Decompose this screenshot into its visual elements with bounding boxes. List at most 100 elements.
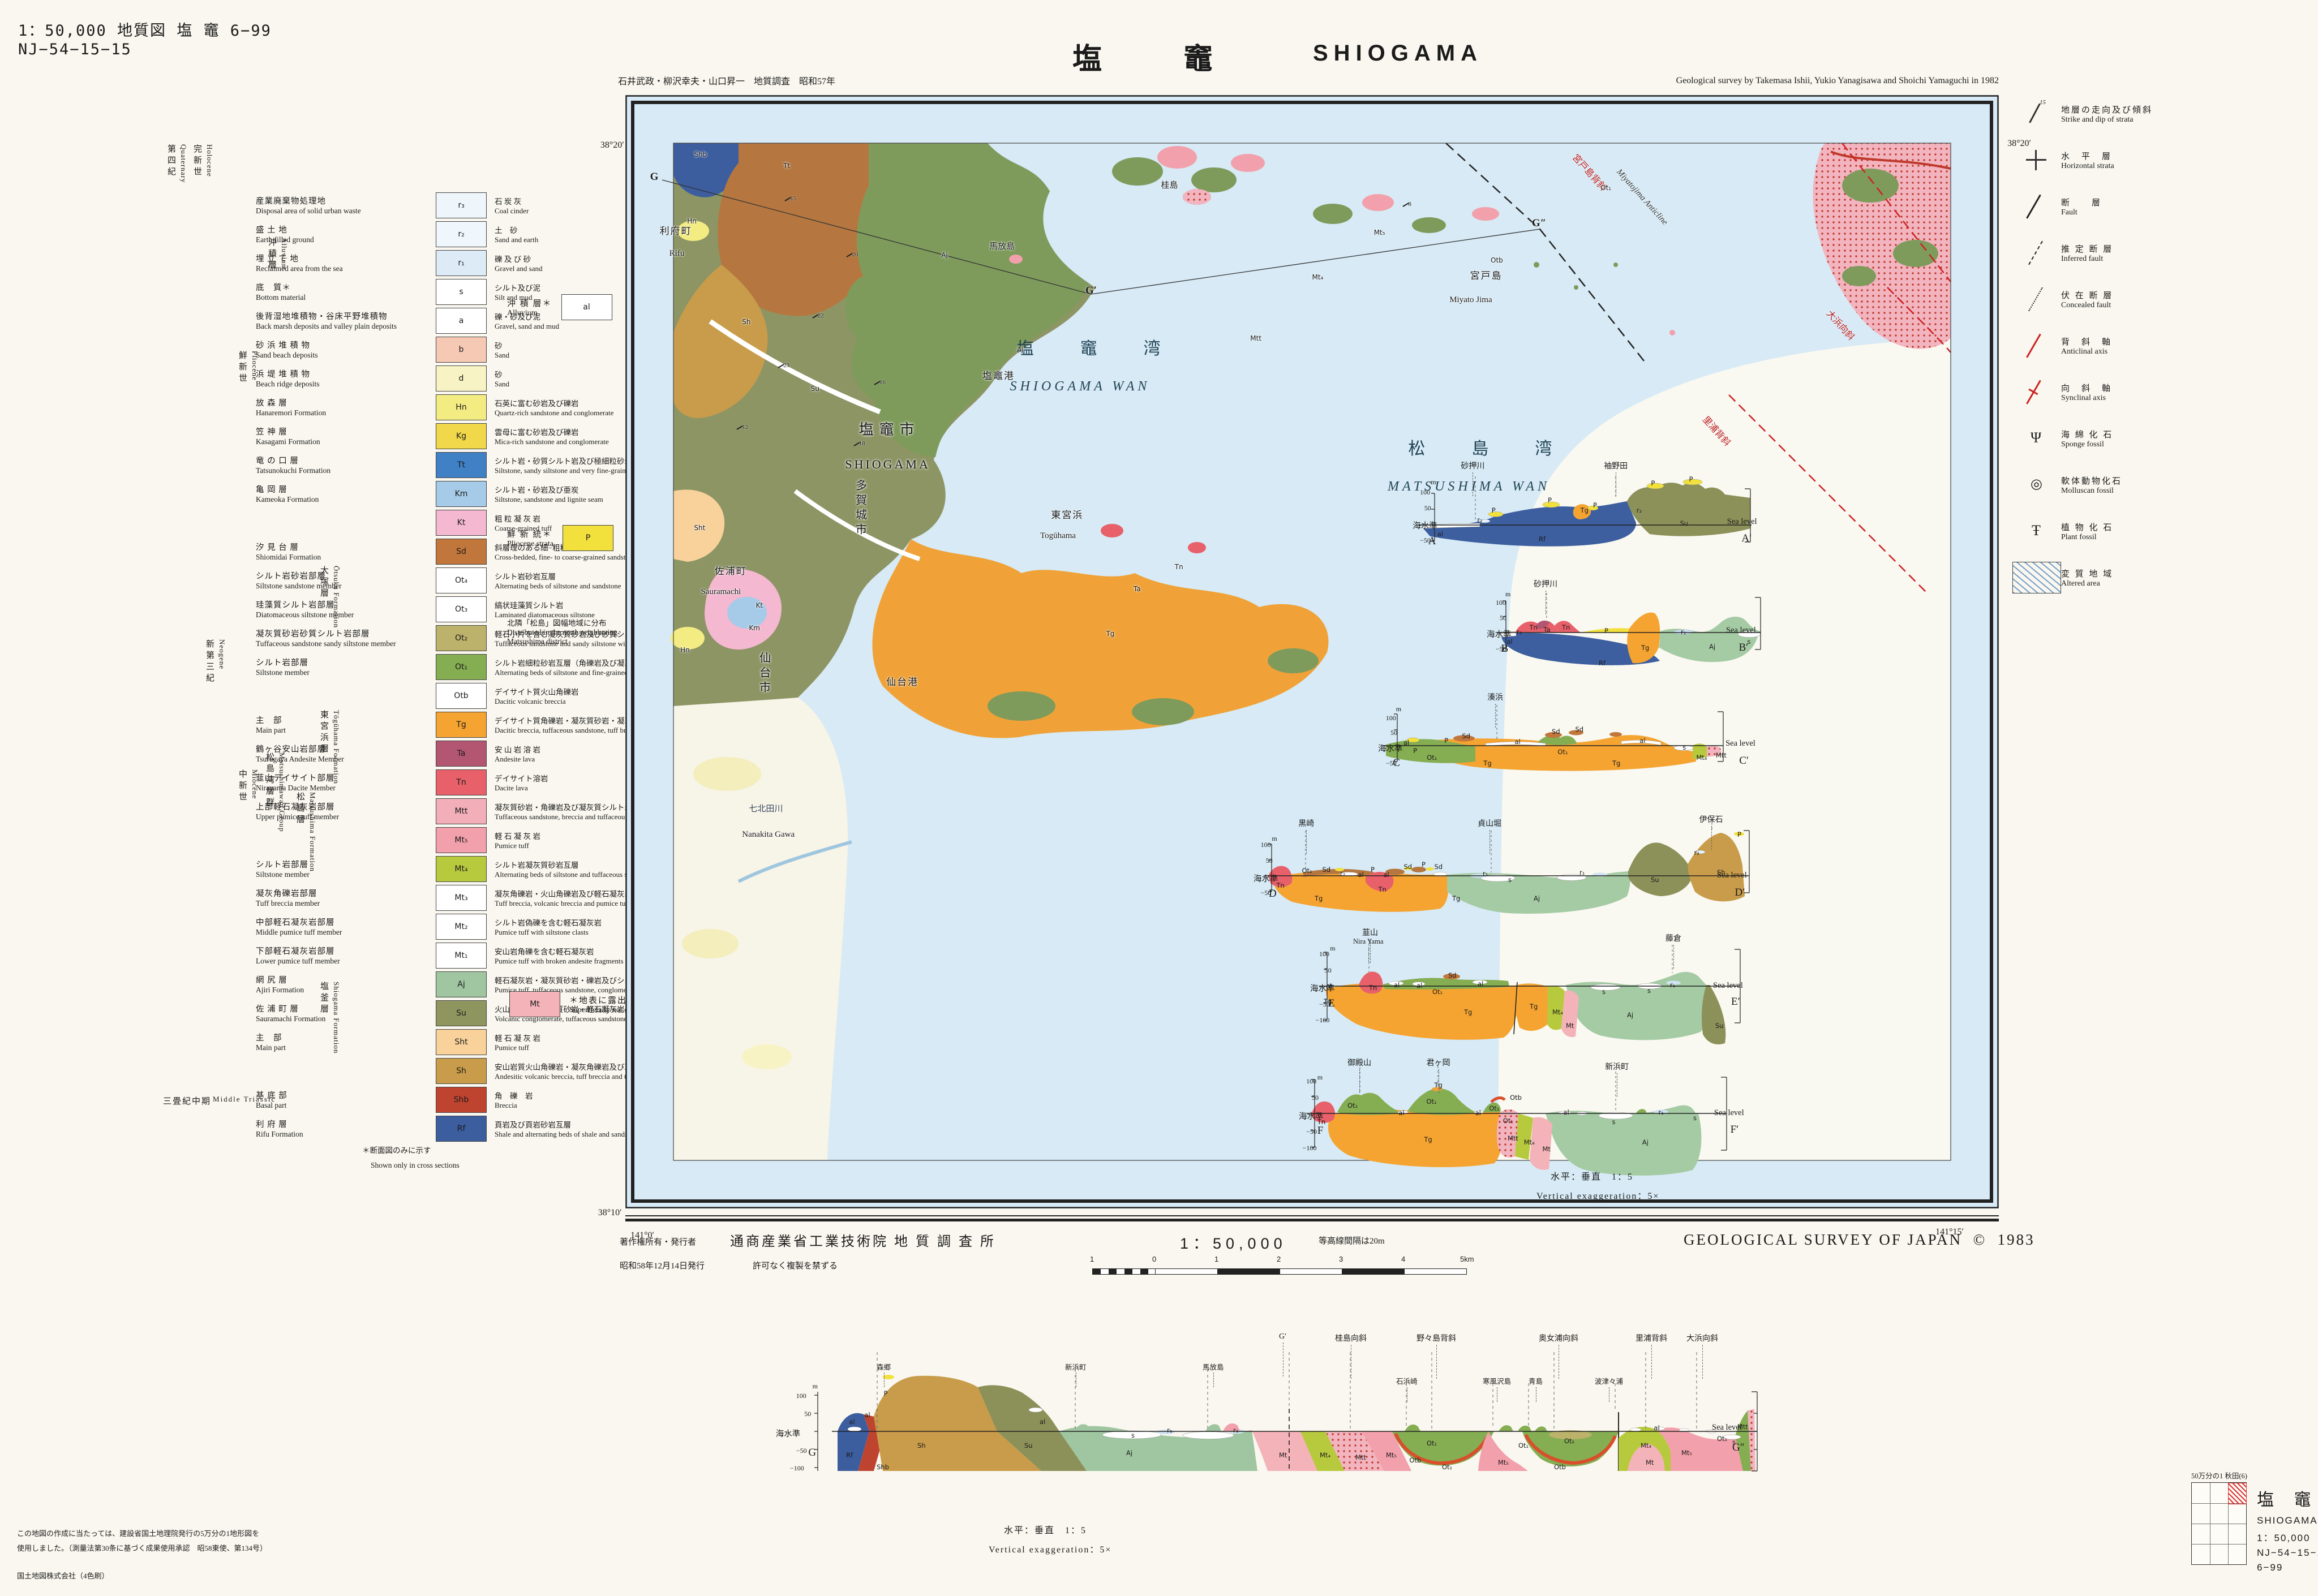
section-label: 50: [1265, 856, 1273, 864]
section-label: Tn: [1529, 623, 1538, 631]
unit-name-en: Sauramachi Formation: [256, 1014, 326, 1023]
section-label: m: [1505, 590, 1511, 599]
section-label: Tg: [1315, 894, 1323, 902]
era-jp: 鮮新世: [238, 351, 247, 385]
usage-note-1: この地図の作成に当たっては、建設省国土地理院発行の5万分の1地形図を: [17, 1529, 260, 1538]
map-label: 宮戸島: [1470, 270, 1503, 282]
symbol-row: 向 斜 軸 Synclinal axis: [2012, 369, 2307, 415]
unit-swatch: b: [436, 336, 487, 363]
section-label: Ta: [1543, 626, 1551, 634]
section-label: Sea level: [1714, 1108, 1744, 1118]
unit-code: r₁: [458, 258, 465, 268]
unit-name-en: Beach ridge deposits: [256, 380, 320, 388]
exaggeration-note-en: Vertical exaggeration：5×: [1536, 1191, 1660, 1201]
legend-row: 主 部 Main part Sht 軽 石 凝 灰 岩 Pumice tuff: [256, 1028, 873, 1056]
map-label: SHIOGAMA: [845, 457, 930, 471]
unit-swatch: r₁: [436, 249, 487, 276]
unit-swatch: Mtt: [436, 798, 487, 824]
unit-desc-jp: 礫・砂及び泥: [495, 312, 540, 321]
section-label: Tg: [1641, 643, 1650, 652]
map-label: 桂島: [1161, 180, 1178, 190]
unit-name-jp: 後背湿地堆積物・谷床平野堆積物: [256, 312, 388, 321]
unit-desc-jp: 土 砂: [495, 226, 518, 235]
unit-desc-en: Sand and earth: [495, 235, 539, 244]
section-label: Tg: [1464, 1008, 1473, 1016]
map-label: Km: [749, 623, 760, 632]
publisher: 通商産業省工業技術院 地 質 調 査 所: [730, 1234, 996, 1249]
legend-row: 上部軽石凝灰岩部層 Upper pumice tuff member Mtt 凝…: [256, 797, 873, 825]
section-label: 藤倉: [1665, 932, 1681, 969]
section-label: Sd: [1552, 728, 1560, 735]
map-label: Tn: [1174, 562, 1183, 571]
unit-code: Ot₂: [454, 633, 468, 643]
section-label: Sea level: [1712, 1422, 1742, 1432]
index-title-jp: 塩 竈: [2257, 1491, 2318, 1509]
section-label: Mt₄: [1523, 1138, 1535, 1146]
era-en: Shiogama Formation: [332, 982, 341, 1054]
symbol-en: Sponge fossil: [2061, 440, 2104, 449]
section-label: Mt: [1566, 1022, 1574, 1030]
era-en: Quaternary: [179, 144, 188, 183]
unit-name-en: Tuff breccia member: [256, 899, 320, 907]
era-jp: 松島湾層群: [265, 752, 274, 809]
legend-row: 産業廃棄物処理地 Disposal area of solid urban wa…: [256, 191, 873, 219]
rights: 許可なく複製を禁ずる: [753, 1262, 838, 1271]
section-label: 森郷: [877, 1361, 891, 1388]
section-label: 御殿山: [1347, 1057, 1371, 1093]
unit-code: d: [458, 373, 464, 383]
section-label: 50: [1500, 614, 1506, 622]
symbol-row: 地層の走向及び傾斜 Strike and dip of strata: [2012, 91, 2307, 137]
index-highlight-cell: [2228, 1483, 2247, 1504]
section-label: Otb: [1409, 1456, 1422, 1464]
section-label: Mtt: [1715, 751, 1727, 759]
era-en: Matsushima Formation: [308, 792, 317, 872]
section-label: 貞山堀: [1478, 818, 1501, 854]
unit-name-en: Tsurugaya Andesite Member: [256, 755, 344, 763]
section-label: Sea level: [1726, 626, 1756, 635]
section-label: 野々島背斜: [1416, 1332, 1456, 1379]
section-label: −50: [1385, 759, 1397, 767]
cross-section-a: m 100 50 海水準 A −50 砂押川 袖野田 Sea level A′ al r₂ P P Tg P R…: [1412, 457, 1774, 587]
exaggeration-note-jp: 水平：垂直 1：5: [1551, 1172, 1634, 1182]
section-label: Su: [1715, 1022, 1724, 1030]
era-jp: 完新世: [192, 144, 201, 178]
map-label: Ta: [1133, 584, 1141, 593]
cross-section-d: m 100 50 海水準 D −50 黒崎 貞山堀 伊保石 Sea level D′ Tn Ot₁ Sd r…: [1254, 814, 1763, 944]
era-rail: 新第三紀 Neogene: [204, 639, 226, 685]
section-label: r₁: [1483, 869, 1488, 877]
unit-desc-jp: 軽 石 凝 灰 岩: [495, 832, 540, 841]
section-label: G: [808, 1446, 817, 1459]
unit-swatch: Su: [436, 1000, 487, 1026]
legend-row: 笠 神 層 Kasagami Formation Kg 雲母に富む砂岩及び礫岩 …: [256, 422, 873, 450]
section-label: 海水準: [1378, 745, 1403, 754]
alluvium-jp: 沖 積 層＊: [507, 299, 552, 308]
section-label: P: [1604, 627, 1608, 635]
unit-desc-en: Pumice tuff with broken andesite fragmen…: [495, 956, 624, 965]
unit-desc-jp: 軽石小片を含む凝灰質砂岩及び砂質シルト岩: [495, 630, 647, 639]
unit-swatch: Ot₂: [436, 625, 487, 651]
index-text-block: 塩 竈 SHIOGAMA 1：50,000 NJ−54−15−15 6−99: [2257, 1486, 2318, 1573]
legend-row: 竜 の 口 層 Tatsunokuchi Formation Tt シルト岩・砂…: [256, 451, 873, 479]
unit-code: Tg: [456, 720, 466, 729]
unit-desc-jp: 安山岩質火山角礫岩・凝灰角礫岩及び凝灰岩: [495, 1062, 647, 1072]
section-label: F: [1317, 1125, 1324, 1137]
unit-swatch: Otb: [436, 682, 487, 709]
unit-code: b: [458, 345, 464, 354]
unit-swatch: Hn: [436, 394, 487, 420]
section-label: 石浜崎: [1396, 1375, 1418, 1402]
section-label: Tn: [1369, 983, 1377, 992]
unit-swatch: Sh: [436, 1057, 487, 1084]
unit-desc-en: Silt and mud: [495, 292, 533, 302]
unit-swatch: a: [436, 307, 487, 334]
unit-name-jp: 放 森 層: [256, 399, 287, 408]
section-label: −100: [790, 1464, 804, 1473]
unit-swatch: Kt: [436, 509, 487, 536]
unit-desc-en: Tuffaceous sandstone, breccia and tuffac…: [495, 812, 655, 821]
section-label: s: [1647, 986, 1651, 995]
unit-name-en: Main part: [256, 726, 286, 734]
era-rail: 三畳紀中期 Middle Triassic: [163, 1095, 276, 1107]
symbol-row: 軟体動物化石 Molluscan fossil: [2012, 462, 2307, 508]
unit-code: Kt: [457, 518, 466, 527]
section-label: P: [883, 1389, 888, 1397]
unit-name-jp: 竜 の 口 層: [256, 457, 299, 466]
